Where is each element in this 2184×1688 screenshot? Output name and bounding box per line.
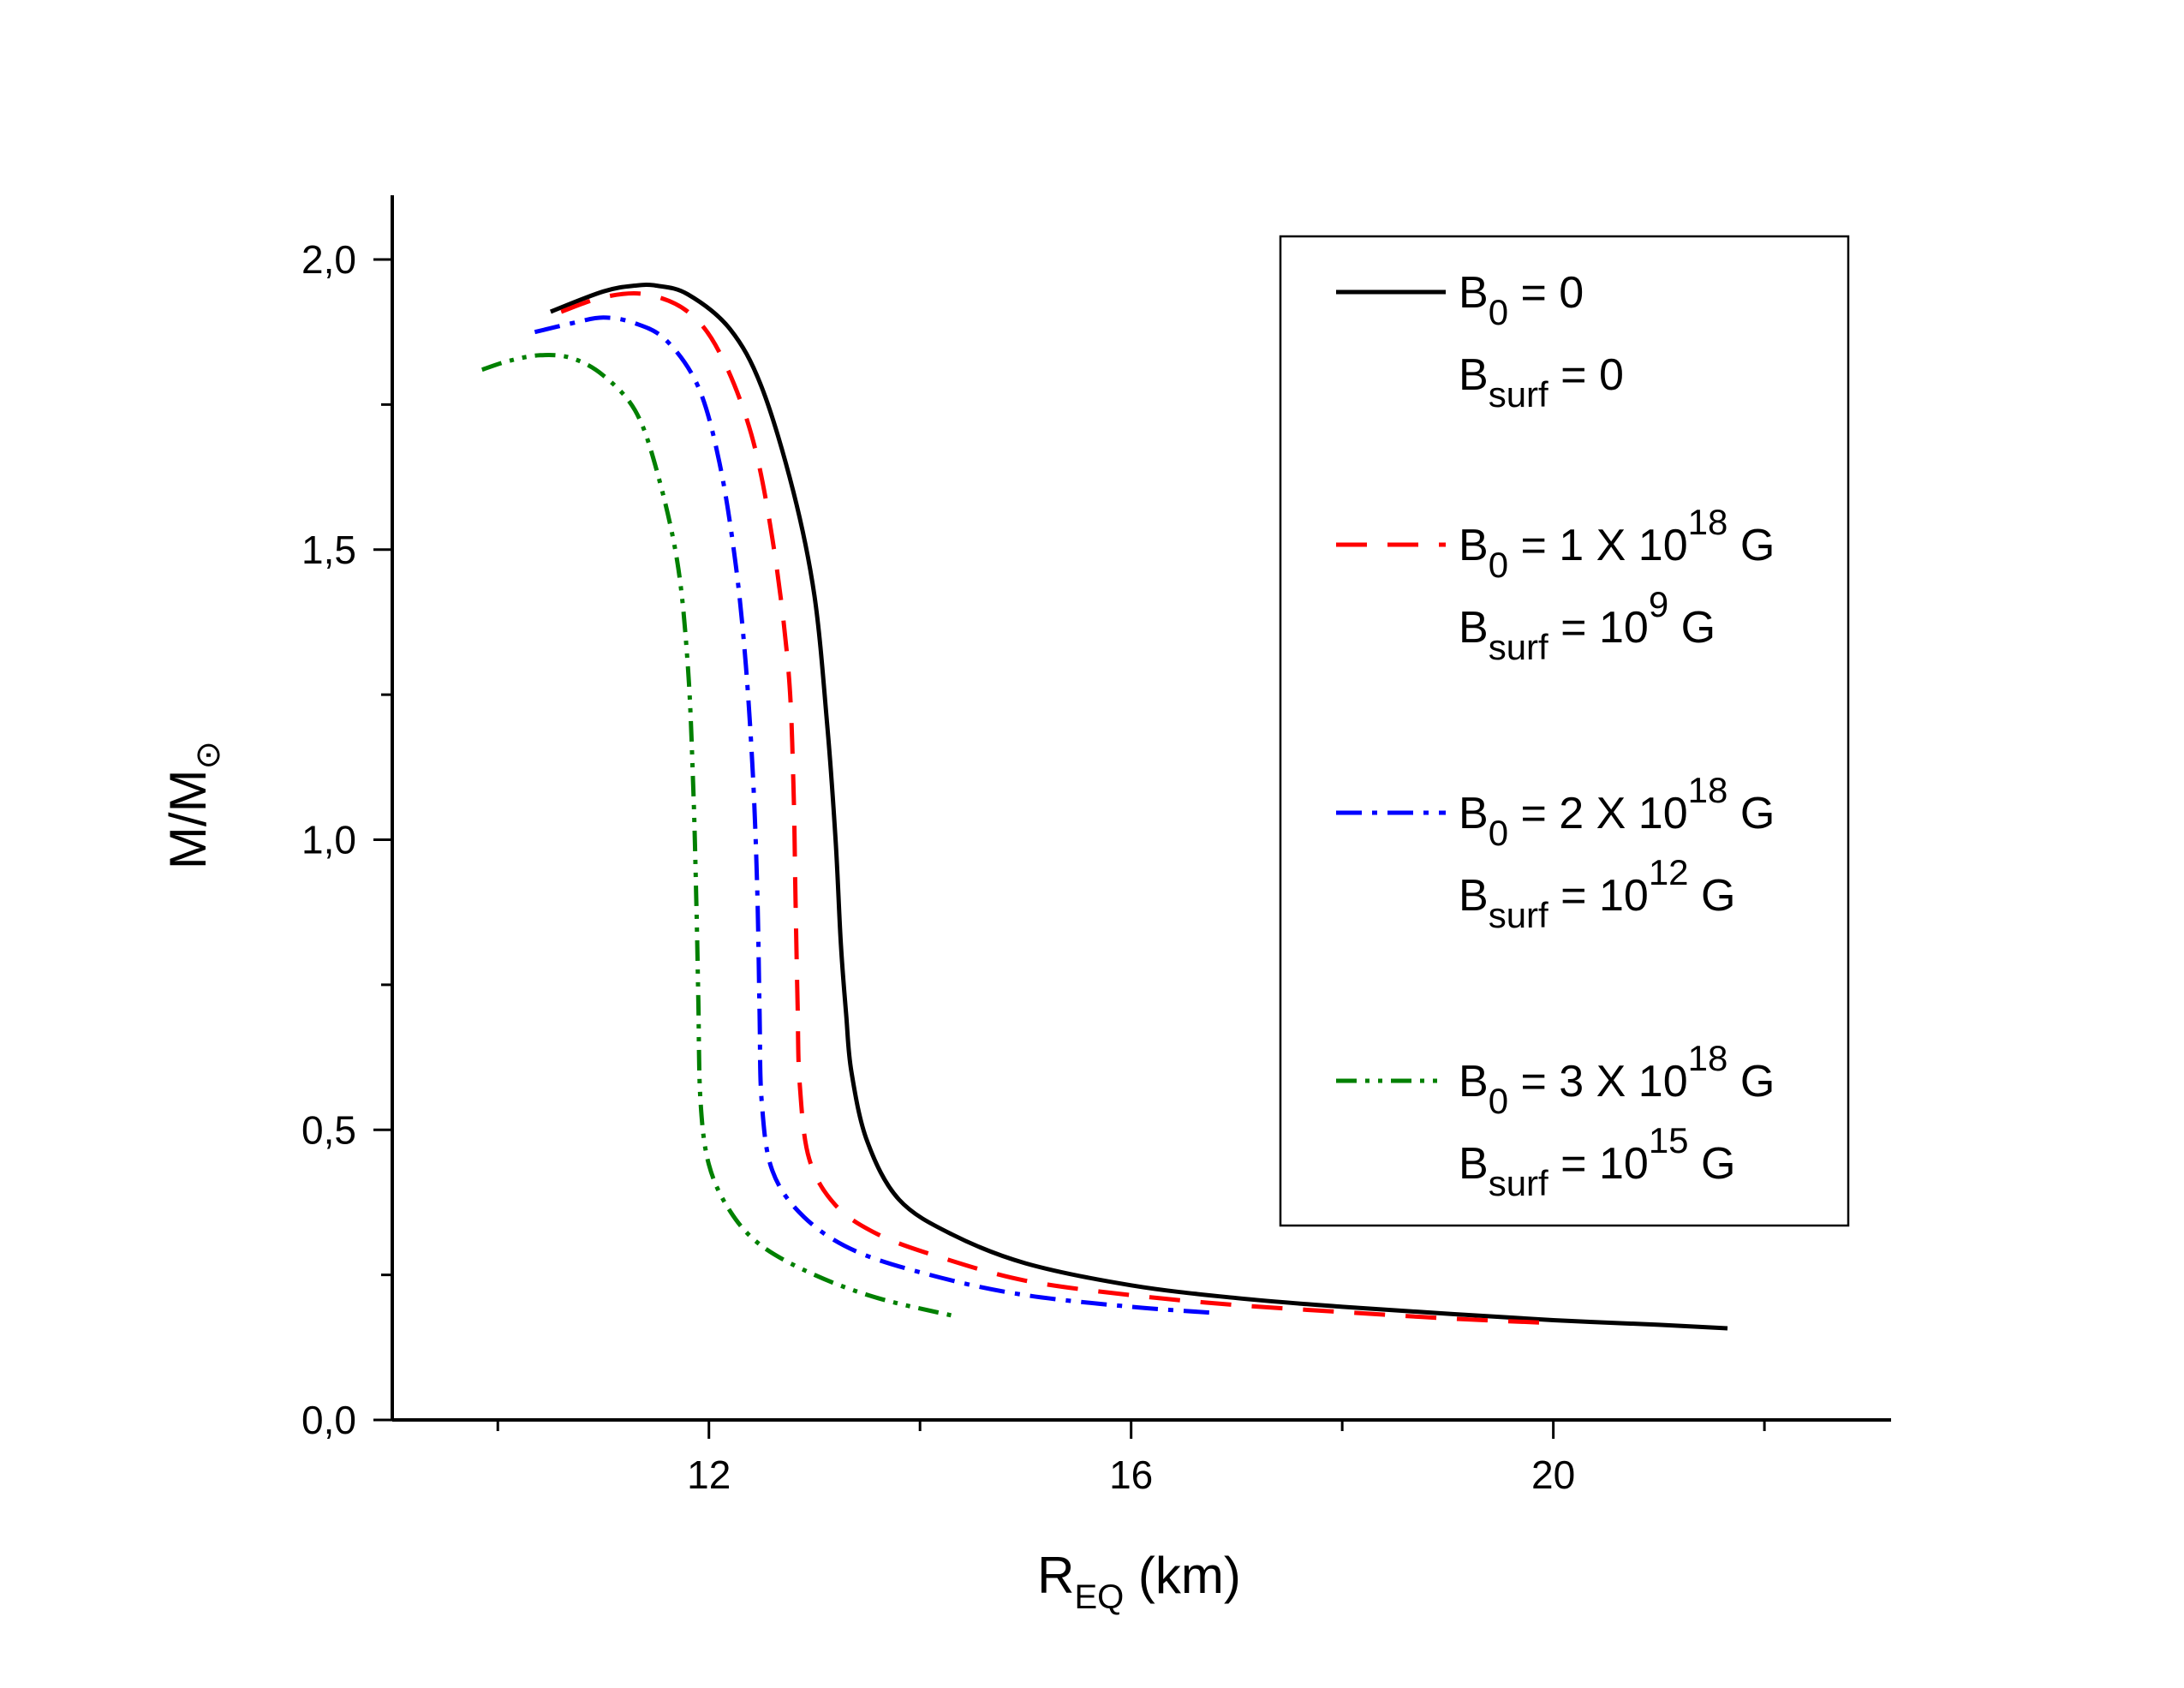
series-layer: [480, 282, 1728, 1331]
legend-label-2-l1: B0 = 1 X 1018 G: [1459, 502, 1775, 585]
series-line-2: [560, 291, 1554, 1326]
y-tick-label: 1,0: [301, 818, 356, 862]
y-tick-label: 1,5: [301, 528, 356, 572]
legend-label-1-l2: Bsurf = 0: [1459, 350, 1624, 415]
series-line-1: [549, 282, 1728, 1331]
x-tick-label: 20: [1531, 1452, 1575, 1497]
x-axis-title: REQ (km): [1037, 1547, 1241, 1616]
axes: 12 16 20 0,0 0,5 1,0 1,5 2,0: [301, 195, 1891, 1497]
axis-titles: REQ (km) M/M⊙: [159, 741, 1241, 1616]
legend-label-4-l1: B0 = 3 X 1018 G: [1459, 1038, 1775, 1121]
legend-label-3-l2: Bsurf = 1012 G: [1459, 852, 1735, 935]
y-tick-label: 0,0: [301, 1398, 356, 1442]
series-line-3: [534, 315, 1211, 1315]
y-axis-title: M/M⊙: [159, 741, 227, 869]
legend-label-3-l1: B0 = 2 X 1018 G: [1459, 770, 1775, 853]
legend-label-1-l1: B0 = 0: [1459, 268, 1584, 332]
x-tick-label: 12: [687, 1452, 731, 1497]
legend-box: [1279, 235, 1850, 1227]
y-tick-label: 2,0: [301, 237, 356, 282]
legend-label-2-l2: Bsurf = 109 G: [1459, 584, 1716, 667]
x-tick-label: 16: [1109, 1452, 1153, 1497]
y-tick-label: 0,5: [301, 1107, 356, 1152]
series-line-4: [480, 353, 952, 1318]
legend-label-4-l2: Bsurf = 1015 G: [1459, 1120, 1735, 1203]
